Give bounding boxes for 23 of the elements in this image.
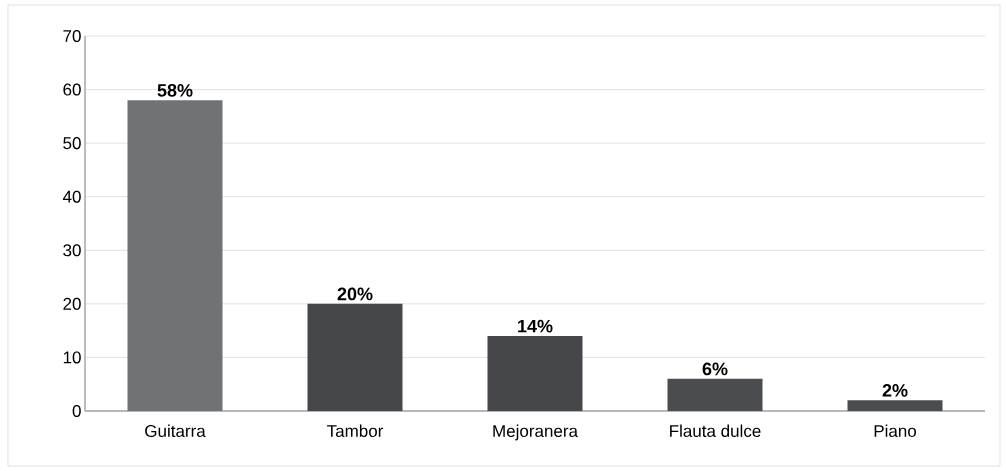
x-tick-label: Mejoranera bbox=[493, 424, 578, 441]
y-tick-label: 20 bbox=[63, 297, 81, 310]
bar bbox=[667, 378, 763, 411]
y-tick-label: 50 bbox=[63, 137, 81, 150]
data-label: 2% bbox=[882, 384, 908, 397]
y-tick-label: 10 bbox=[63, 351, 81, 364]
y-tick-label: 70 bbox=[63, 29, 81, 43]
x-tick-label: Guitarra bbox=[145, 424, 206, 438]
bar bbox=[487, 336, 583, 411]
x-tick-label: Piano bbox=[874, 424, 917, 438]
data-label: 20% bbox=[337, 287, 373, 301]
y-tick-label: 60 bbox=[63, 83, 81, 96]
y-tick-label: 30 bbox=[63, 244, 81, 257]
bar bbox=[307, 303, 403, 411]
data-label: 6% bbox=[702, 362, 728, 376]
x-tick-label: Tambor bbox=[327, 424, 384, 438]
x-tick-label: Flauta dulce bbox=[670, 424, 761, 438]
data-label: 14% bbox=[518, 319, 553, 333]
bar bbox=[847, 400, 943, 411]
bar bbox=[127, 100, 223, 411]
y-tick-label: 40 bbox=[62, 190, 81, 203]
data-label: 58% bbox=[157, 84, 193, 97]
y-tick-label: 0 bbox=[72, 404, 81, 418]
